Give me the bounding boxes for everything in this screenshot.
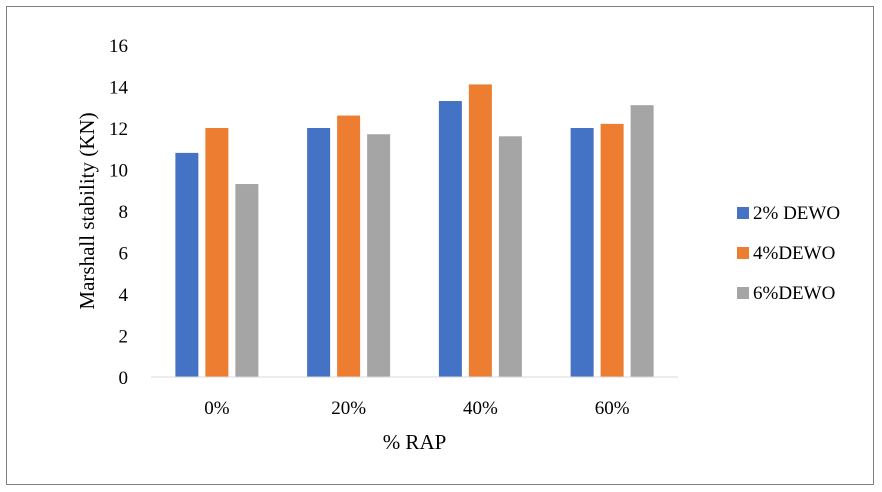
x-tick-label: 20% xyxy=(331,398,366,419)
legend: 2% DEWO 4%DEWO 6%DEWO xyxy=(737,203,840,304)
y-axis-ticks: 0 2 4 6 8 10 12 14 16 xyxy=(109,36,129,389)
y-tick-label: 8 xyxy=(119,202,129,223)
bar xyxy=(235,184,259,377)
y-tick-label: 14 xyxy=(109,78,129,99)
x-axis-title: % RAP xyxy=(383,430,447,454)
bar xyxy=(630,105,654,378)
bar xyxy=(468,84,492,378)
bar xyxy=(438,101,462,378)
bars xyxy=(175,84,654,378)
bar xyxy=(175,152,199,377)
y-tick-label: 4 xyxy=(119,285,129,306)
legend-label: 4%DEWO xyxy=(753,243,835,264)
x-axis-ticks: 0% 20% 40% 60% xyxy=(204,398,630,419)
bar xyxy=(205,128,229,377)
bar xyxy=(498,136,522,377)
y-tick-label: 10 xyxy=(109,161,128,182)
legend-label: 2% DEWO xyxy=(753,203,840,224)
legend-swatch xyxy=(737,247,749,259)
legend-label: 6%DEWO xyxy=(753,283,835,304)
y-tick-label: 16 xyxy=(109,36,128,57)
y-tick-label: 0 xyxy=(119,368,129,389)
x-tick-label: 0% xyxy=(204,398,230,419)
bar xyxy=(337,115,361,378)
bar xyxy=(570,128,594,377)
legend-swatch xyxy=(737,207,749,219)
y-tick-label: 2 xyxy=(119,327,129,348)
bar xyxy=(307,128,331,377)
y-tick-label: 6 xyxy=(119,244,129,265)
legend-swatch xyxy=(737,287,749,299)
bar xyxy=(600,123,624,377)
bar xyxy=(367,134,391,377)
x-tick-label: 40% xyxy=(463,398,498,419)
y-axis-title: Marshall stability (KN) xyxy=(75,112,99,309)
y-tick-label: 12 xyxy=(109,119,128,140)
x-tick-label: 60% xyxy=(595,398,630,419)
